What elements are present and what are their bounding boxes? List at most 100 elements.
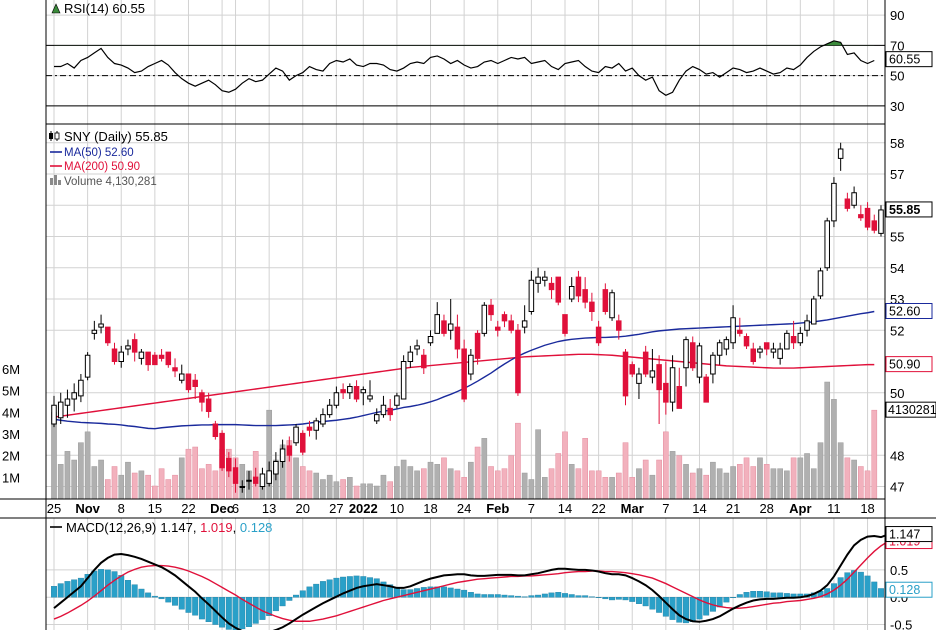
candle xyxy=(172,358,178,378)
candle xyxy=(185,373,192,393)
candle xyxy=(165,351,172,368)
macd-histogram-bar xyxy=(393,587,400,598)
candle xyxy=(790,320,797,349)
macd-histogram-bar xyxy=(562,593,568,598)
volume-bar xyxy=(589,470,595,500)
volume-bar xyxy=(468,461,474,500)
macd-histogram-bar xyxy=(380,581,387,598)
macd-histogram-bar xyxy=(252,597,259,624)
volume-bar xyxy=(441,457,447,500)
volume-bar xyxy=(535,429,541,500)
candle xyxy=(111,342,118,365)
volume-bar xyxy=(649,474,656,500)
volume-tick-label: 4M xyxy=(2,405,20,420)
candle xyxy=(71,383,77,412)
candle xyxy=(279,439,286,468)
candle-body xyxy=(696,345,703,378)
candle-body xyxy=(400,361,407,400)
candle-body xyxy=(326,404,333,416)
macd-histogram-bar xyxy=(326,579,333,598)
candle xyxy=(91,320,98,340)
candle xyxy=(158,349,165,362)
macd-histogram-bar xyxy=(521,596,528,598)
candle-body xyxy=(488,304,494,316)
candle-body xyxy=(279,448,286,462)
volume-bar xyxy=(609,477,615,500)
macd-histogram-bar xyxy=(481,594,488,598)
candle-body xyxy=(770,348,777,353)
volume-bar xyxy=(461,477,467,500)
candle-body xyxy=(131,339,138,353)
candle-body xyxy=(373,414,380,422)
macd-histogram-bar xyxy=(151,595,158,598)
candle-body xyxy=(138,351,145,359)
macd-histogram-bar xyxy=(474,593,481,598)
macd-histogram-bar xyxy=(555,592,562,598)
volume-bar xyxy=(84,431,91,500)
date-tick-label: Dec xyxy=(210,501,234,516)
candle-body xyxy=(871,220,878,231)
macd-histogram-bar xyxy=(367,577,373,598)
candle-body xyxy=(340,389,346,394)
volume-bar xyxy=(98,459,104,500)
candle xyxy=(192,374,198,399)
macd-histogram-bar xyxy=(279,597,286,607)
macd-line xyxy=(53,533,889,635)
volume-bar xyxy=(629,477,636,500)
candle-body xyxy=(468,354,474,375)
candle-body xyxy=(226,457,232,472)
rsi-legend: RSI(14) 60.55 xyxy=(51,1,145,16)
candle-body xyxy=(542,276,548,281)
rsi-current-label: 60.55 xyxy=(889,53,920,67)
volume-bar xyxy=(420,468,427,500)
candle-body xyxy=(515,329,521,394)
candle xyxy=(528,270,535,315)
candle xyxy=(434,302,441,334)
candle-body xyxy=(602,289,609,312)
candle xyxy=(864,202,871,231)
volume-bar xyxy=(172,474,178,500)
grid-lines xyxy=(46,0,885,630)
macd-histogram-bar xyxy=(683,597,689,624)
macd-legend-macd: 1.147 xyxy=(160,520,193,535)
macd-histogram-bar xyxy=(145,592,152,598)
volume-bar xyxy=(293,457,299,500)
price-tick-label: 57 xyxy=(890,167,904,182)
candle xyxy=(286,436,293,462)
volume-bar xyxy=(447,468,454,500)
volume-bar xyxy=(790,457,797,500)
macd-histogram-bar xyxy=(662,597,669,617)
candle xyxy=(784,330,790,350)
price-tick-label: 54 xyxy=(890,261,904,276)
macd-histogram-bar xyxy=(501,594,508,598)
last-price-box xyxy=(885,201,933,218)
macd-histogram-bar xyxy=(514,595,521,598)
volume-bar xyxy=(508,455,515,500)
candle xyxy=(125,339,131,356)
candle-body xyxy=(353,386,360,400)
volume-bar xyxy=(394,466,400,500)
volume-bar xyxy=(676,455,683,500)
candle xyxy=(226,452,232,478)
candle-body xyxy=(528,279,535,312)
macd-signal-line xyxy=(53,540,889,622)
candle-body xyxy=(763,342,770,350)
volume-bar xyxy=(831,399,837,500)
candle-body xyxy=(757,348,763,353)
candle-body xyxy=(535,276,541,284)
candle-body xyxy=(441,320,447,334)
volume-bar xyxy=(636,468,642,500)
candle-body xyxy=(851,192,857,206)
candle xyxy=(64,389,71,418)
volume-current-box xyxy=(885,401,936,418)
candle xyxy=(730,305,736,349)
candle-body xyxy=(306,426,313,431)
volume-tick-label: 1M xyxy=(2,470,20,485)
candle xyxy=(817,267,824,299)
candle-body xyxy=(508,320,514,331)
volume-bar xyxy=(757,457,763,500)
macd-histogram-bar xyxy=(777,592,784,598)
candle-body xyxy=(689,342,696,369)
volume-bar xyxy=(817,442,824,500)
macd-histogram-bar xyxy=(582,595,589,598)
